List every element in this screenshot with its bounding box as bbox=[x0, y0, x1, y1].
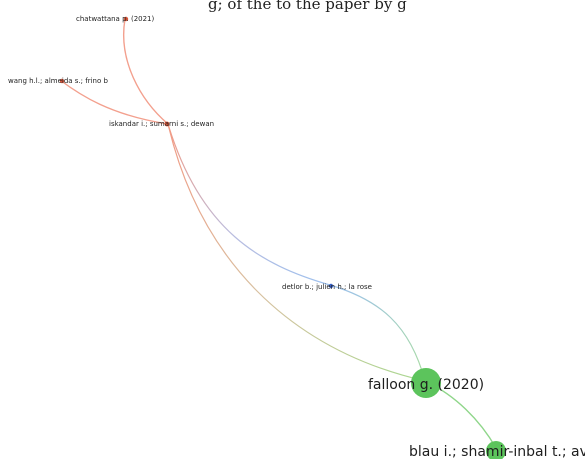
node-layer bbox=[59, 16, 506, 459]
link-chatwattana-iskandar bbox=[123, 18, 169, 125]
label-falloon: falloon g. (2020) bbox=[368, 377, 484, 393]
link-detlor-falloon bbox=[329, 284, 426, 382]
node-falloon[interactable] bbox=[411, 368, 441, 398]
node-blau[interactable] bbox=[486, 441, 506, 459]
link-iskandar-falloon bbox=[167, 123, 426, 382]
label-layer: chatwattana p. (2021) wang h.l.; almeida… bbox=[8, 15, 585, 459]
node-wang[interactable] bbox=[59, 78, 65, 84]
node-iskandar[interactable] bbox=[164, 121, 170, 127]
label-detlor: detlor b.; julien h.; la rose bbox=[282, 283, 372, 291]
top-caption: g; of the to the paper by g bbox=[208, 0, 407, 13]
node-detlor[interactable] bbox=[328, 283, 334, 289]
node-chatwattana[interactable] bbox=[123, 16, 129, 22]
link-wang-iskandar bbox=[59, 79, 169, 125]
label-wang: wang h.l.; almeida s.; frino b bbox=[8, 77, 108, 85]
label-iskandar: iskandar i.; sumarni s.; dewan bbox=[109, 120, 214, 128]
link-iskandar-detlor bbox=[167, 123, 331, 286]
label-blau: blau i.; shamir-inbal t.; avdi bbox=[409, 444, 585, 459]
label-chatwattana: chatwattana p. (2021) bbox=[76, 15, 155, 23]
